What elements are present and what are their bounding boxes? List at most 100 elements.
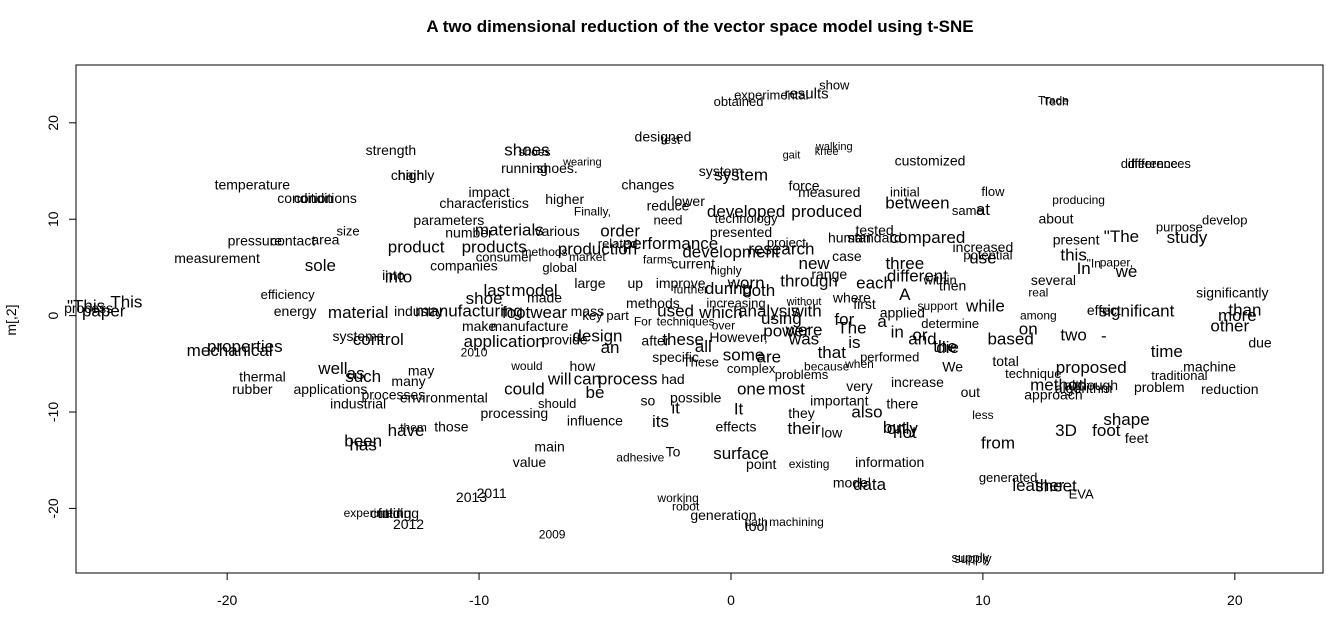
- word-point: experimental: [734, 87, 809, 102]
- word-point: point: [746, 456, 776, 472]
- word-point: footwear: [502, 303, 568, 322]
- word-point: range: [811, 266, 847, 282]
- word-point: possible: [670, 390, 722, 406]
- word-point: "The: [1104, 227, 1139, 246]
- word-point: area: [311, 231, 339, 247]
- word-point: sheet: [1035, 477, 1077, 496]
- word-point: made: [527, 289, 562, 305]
- word-point: more: [1218, 306, 1257, 325]
- word-point: other: [1210, 317, 1249, 336]
- word-point: knee: [815, 146, 839, 158]
- word-point: applied: [880, 305, 925, 321]
- word-point: influence: [567, 413, 623, 429]
- x-tick-label: -10: [469, 592, 489, 608]
- word-point: approach: [1024, 387, 1082, 403]
- word-point: processes: [362, 387, 426, 403]
- word-point: chair: [391, 167, 422, 183]
- word-point: purpose: [1156, 219, 1203, 234]
- word-point: three: [885, 254, 924, 273]
- word-point: each: [856, 273, 893, 292]
- word-point: reduce: [647, 198, 690, 214]
- word-point: increasing: [706, 296, 765, 311]
- word-point: current: [671, 256, 715, 272]
- word-point: A: [899, 285, 911, 304]
- word-point: companies: [430, 258, 498, 274]
- word-point: first: [853, 296, 876, 312]
- word-point: the: [933, 337, 957, 356]
- word-point: that: [818, 343, 847, 362]
- word-point: cutting: [370, 505, 411, 521]
- word-point: presented: [710, 224, 772, 240]
- word-point: they: [788, 405, 814, 421]
- word-point: processing: [480, 405, 548, 421]
- word-point: walking: [815, 141, 853, 153]
- word-point: in: [891, 323, 904, 342]
- word-point: will: [547, 370, 572, 389]
- word-point: problem: [1134, 379, 1185, 395]
- word-point: 3D: [1055, 421, 1077, 440]
- word-point: complex: [727, 361, 776, 376]
- word-point: about: [1038, 210, 1073, 226]
- word-point: research: [748, 240, 814, 259]
- y-axis-label: m[,2]: [3, 304, 19, 335]
- word-point: reduction: [1201, 381, 1259, 397]
- word-point: then: [939, 278, 966, 294]
- word-point: foot: [1092, 421, 1121, 440]
- word-point: gait: [783, 150, 801, 162]
- word-point: impact: [469, 184, 510, 200]
- word-point: over: [712, 318, 735, 332]
- word-point: 2009: [539, 527, 566, 541]
- word-point: is: [848, 333, 860, 352]
- word-point: effects: [716, 418, 757, 434]
- word-point: feet: [1125, 430, 1148, 446]
- word-point: has: [349, 435, 376, 454]
- word-point: "This: [67, 296, 105, 315]
- word-point: provide: [542, 332, 588, 348]
- word-point: new: [799, 254, 831, 273]
- word-point: pressure: [228, 232, 283, 248]
- word-point: among: [1020, 309, 1057, 323]
- word-point: lower: [671, 193, 705, 209]
- word-point: make: [462, 318, 496, 334]
- word-point: project: [767, 235, 806, 250]
- word-point: customized: [895, 152, 966, 168]
- word-point: tested: [856, 222, 894, 238]
- word-point: up: [627, 275, 643, 291]
- word-point: after: [641, 333, 669, 349]
- word-point: develop: [1202, 213, 1248, 228]
- word-point: part: [606, 308, 629, 323]
- word-point: adhesive: [616, 450, 664, 464]
- word-point: same: [952, 203, 984, 218]
- word-point: within: [922, 272, 956, 287]
- word-point: flow: [981, 184, 1005, 199]
- word-point: 2012: [393, 516, 424, 532]
- word-point: show: [819, 78, 850, 93]
- word-point: performance: [623, 234, 718, 253]
- word-point: analysis: [738, 301, 799, 320]
- word-point: both: [742, 281, 775, 300]
- word-point: real: [1028, 285, 1048, 299]
- y-tick-label: 10: [45, 211, 61, 227]
- word-point: higher: [545, 191, 584, 207]
- word-point: last: [483, 281, 510, 300]
- word-point: only: [887, 419, 919, 438]
- word-point: 2013: [456, 489, 487, 505]
- word-point: surface: [713, 444, 769, 463]
- word-point: information: [855, 454, 924, 470]
- word-point: very: [846, 378, 872, 394]
- word-point: robot: [672, 499, 700, 513]
- word-point: important: [810, 392, 868, 408]
- word-point: power: [763, 322, 810, 341]
- word-point: process: [64, 300, 113, 316]
- word-point: based: [987, 329, 1033, 348]
- word-point: parameters: [413, 212, 484, 228]
- word-point: different: [887, 267, 948, 286]
- word-point: system: [699, 163, 743, 179]
- word-point: manufacture: [491, 318, 569, 334]
- word-point: model: [833, 474, 871, 490]
- word-point: highly: [710, 263, 741, 277]
- word-point: shoes: [504, 140, 549, 159]
- word-point: Finally,: [574, 205, 611, 219]
- word-point: value: [513, 454, 547, 470]
